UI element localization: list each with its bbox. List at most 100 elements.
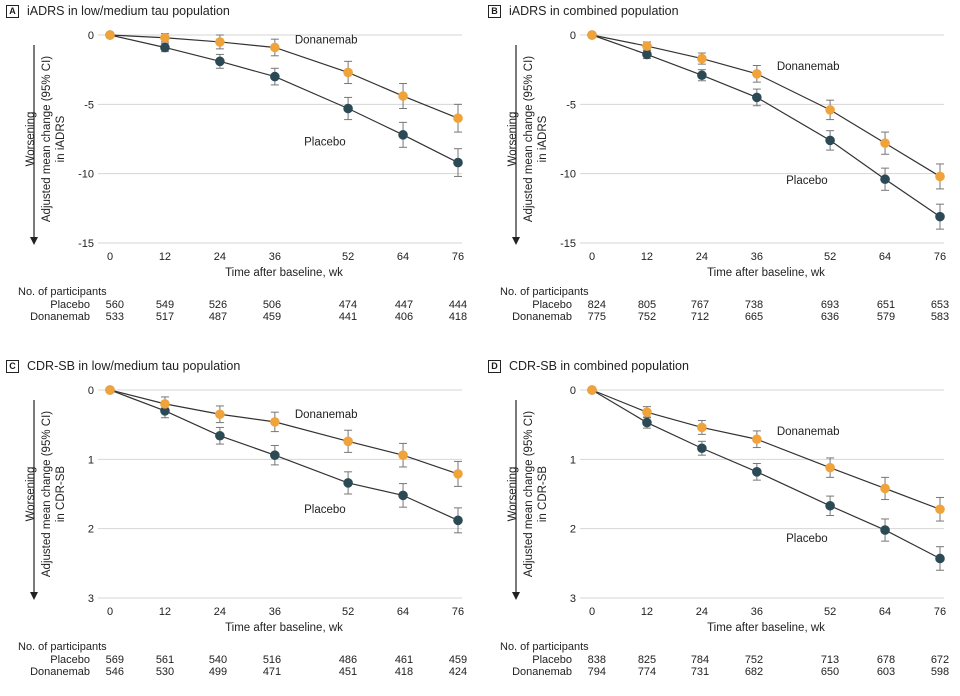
data-point-donanemab [270,417,280,427]
participants-count: 752 [744,654,764,666]
participants-count: 805 [637,299,657,311]
series-label-donanemab: Donanemab [295,34,358,46]
participants-count: 653 [930,299,950,311]
y-tick-label: 2 [88,524,94,536]
participants-table: No. of participants Placebo 838 825 784 752 71… [482,641,952,693]
panel-letter: C [6,359,19,373]
data-point-placebo [343,103,353,114]
participants-count: 560 [105,299,124,311]
participants-count: 418 [394,666,414,678]
participants-count: 540 [208,654,228,666]
data-point-donanemab [587,385,597,395]
participants-count: 784 [690,654,710,666]
x-axis-title: Time after baseline, wk [707,622,825,634]
participants-count: 526 [208,299,228,311]
panel-title: CDR-SB in combined population [509,359,689,373]
participants-header: No. of participants [18,641,107,653]
x-tick-label: 0 [589,606,595,618]
y-axis-title-secondary: in iADRS [55,115,67,162]
participants-row-label: Placebo [50,299,90,311]
participants-count: 516 [262,654,282,666]
data-point-donanemab [935,504,945,515]
data-point-placebo [215,430,225,441]
participants-count: 775 [587,311,606,323]
participants-count: 824 [587,299,606,311]
participants-count: 672 [930,654,950,666]
participants-count: 794 [587,666,606,678]
y-axis-title: Adjusted mean change (95% CI) [41,411,53,577]
panel-title: iADRS in combined population [509,4,679,18]
series-label-placebo: Placebo [304,504,346,516]
data-point-placebo [453,515,463,526]
worsening-label: Worsening [25,467,37,522]
x-tick-label: 24 [696,251,708,263]
data-point-placebo [160,42,170,53]
y-tick-label: 0 [88,385,94,397]
data-point-donanemab [215,37,225,47]
participants-count: 738 [744,299,764,311]
data-point-donanemab [752,69,762,79]
participants-row-label: Placebo [532,299,572,311]
participants-table: No. of participants Placebo 569 561 540 516 48… [0,641,470,693]
x-tick-label: 52 [824,251,836,263]
y-tick-label: -10 [560,169,576,181]
participants-count: 693 [820,299,840,311]
participants-count: 682 [744,666,764,678]
y-tick-label: -15 [560,238,576,250]
participants-count: 533 [105,311,124,323]
data-point-donanemab [453,469,463,479]
data-point-donanemab [642,407,652,417]
participants-count: 444 [448,299,468,311]
participants-count: 451 [338,666,358,678]
participants-row-label: Donanemab [512,666,572,678]
x-axis-title: Time after baseline, wk [225,622,343,634]
y-tick-label: 2 [570,524,576,536]
y-axis-title-secondary: in CDR-SB [537,466,549,523]
participants-row-label: Donanemab [512,311,572,323]
data-point-placebo [215,56,225,67]
data-point-placebo [343,478,353,488]
panel-letter: B [488,4,501,18]
participants-count: 499 [208,666,228,678]
series-label-placebo: Placebo [786,533,828,545]
data-point-donanemab [160,32,170,43]
data-point-placebo [880,174,890,185]
x-tick-label: 76 [452,251,464,263]
y-tick-label: 0 [88,30,94,42]
x-tick-label: 76 [452,606,464,618]
y-axis-title-secondary: in CDR-SB [55,466,67,523]
data-point-donanemab [697,422,707,433]
participants-count: 441 [338,311,358,323]
x-tick-label: 64 [397,606,409,618]
data-point-placebo [697,70,707,81]
data-point-placebo [642,417,652,428]
participants-count: 838 [587,654,606,666]
data-point-placebo [398,490,408,501]
data-point-placebo [453,157,463,168]
worsening-label: Worsening [507,112,519,167]
participants-count: 474 [338,299,358,311]
participants-count: 636 [820,311,840,323]
panel-header: A iADRS in low/medium tau population [6,2,230,20]
x-tick-label: 64 [879,606,891,618]
worsening-arrowhead [30,592,38,600]
participants-table: No. of participants Placebo 560 549 526 506 47… [0,286,470,338]
data-point-placebo [697,443,707,454]
series-label-donanemab: Donanemab [295,409,358,421]
y-tick-label: -10 [78,169,94,181]
participants-row-label: Donanemab [30,666,90,678]
x-tick-label: 76 [934,606,946,618]
panel-a: A iADRS in low/medium tau population 0 -5… [0,0,470,341]
participants-count: 731 [690,666,710,678]
data-point-donanemab [825,105,835,115]
data-point-donanemab [587,30,597,40]
participants-count: 579 [876,311,896,323]
participants-count: 569 [105,654,124,666]
data-point-donanemab [752,434,762,445]
participants-header: No. of participants [500,286,589,298]
y-tick-label: -5 [566,99,576,111]
participants-count: 712 [690,311,710,323]
participants-count: 418 [448,311,468,323]
participants-count: 546 [105,666,124,678]
